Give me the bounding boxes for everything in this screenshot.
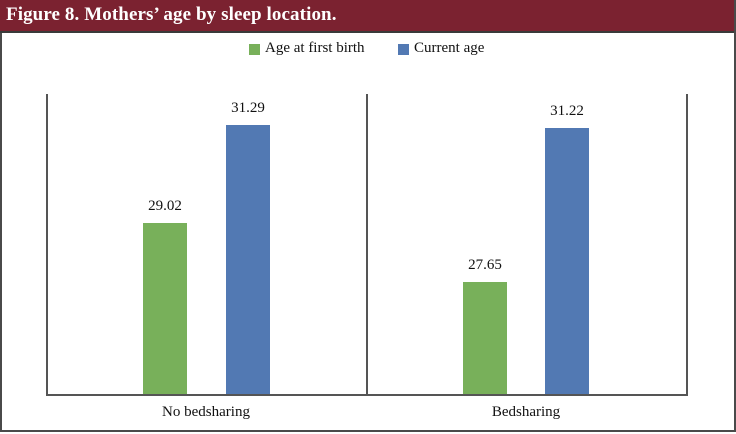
category-divider: [366, 94, 368, 394]
plot-area: 29.02 31.29 27.65 31.22: [46, 94, 688, 396]
category-label-bedsharing: Bedsharing: [491, 404, 561, 420]
bar-bedsharing-first-birth: [463, 282, 507, 394]
bar-no-bedsharing-first-birth: [143, 223, 187, 394]
bar-value-label: 27.65: [468, 257, 502, 273]
legend-swatch-green: [249, 44, 260, 55]
figure-title: Figure 8. Mothers’ age by sleep location…: [6, 4, 337, 25]
legend-swatch-blue: [398, 44, 409, 55]
legend-label: Age at first birth: [265, 40, 365, 56]
category-label-no-bedsharing: No bedsharing: [162, 404, 250, 420]
legend-label: Current age: [414, 40, 485, 56]
bar-no-bedsharing-current: [226, 125, 270, 394]
figure-header: Figure 8. Mothers’ age by sleep location…: [0, 0, 734, 33]
bar-bedsharing-current: [545, 128, 589, 394]
bar-value-label: 31.22: [550, 103, 584, 119]
chart-legend: Age at first birth Current age: [0, 40, 736, 60]
bar-value-label: 31.29: [231, 100, 265, 116]
bar-value-label: 29.02: [148, 198, 182, 214]
